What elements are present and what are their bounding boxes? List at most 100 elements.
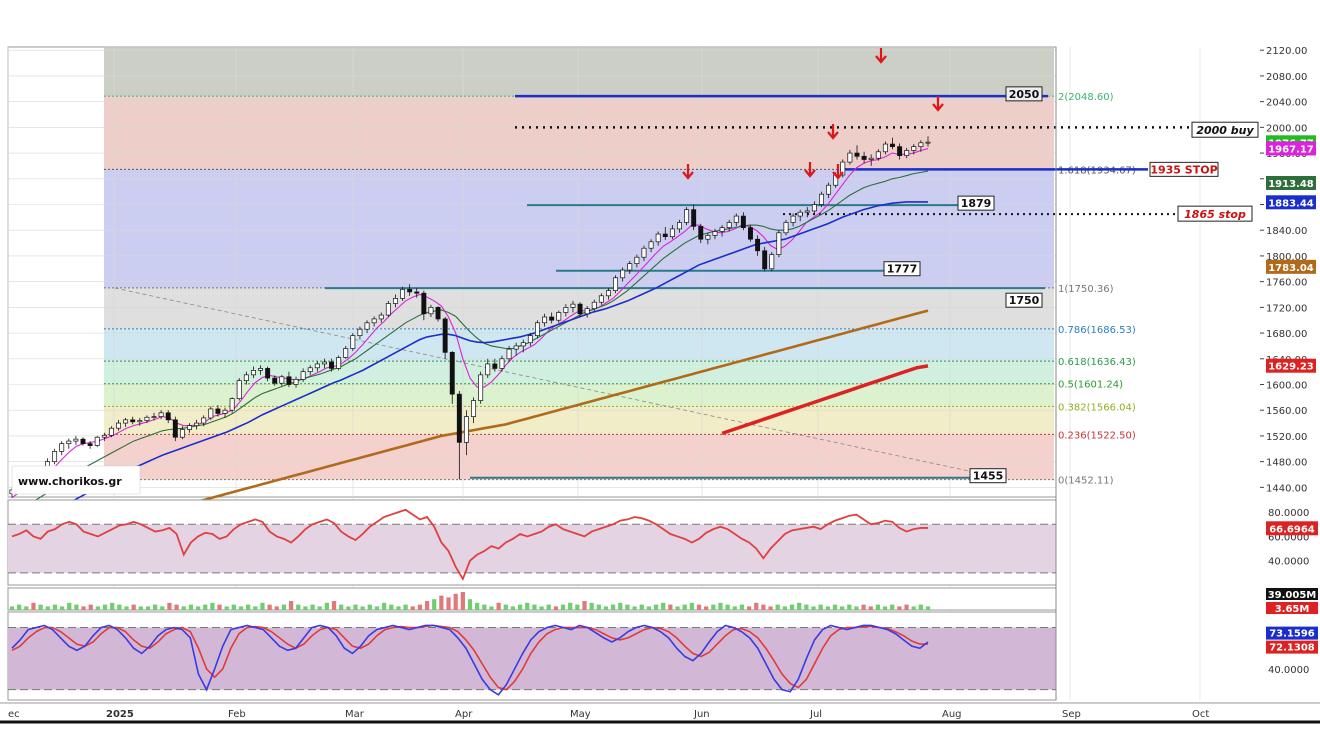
- volume-bar: [24, 606, 29, 610]
- volume-bar: [403, 604, 408, 610]
- candle-body: [904, 150, 910, 156]
- level-label-box: [1005, 86, 1043, 102]
- fib-level-label: 1(1750.36): [1058, 284, 1114, 295]
- price-tag-text: 1967.17: [1268, 144, 1314, 155]
- candle-body: [314, 363, 320, 369]
- volume-bar: [81, 606, 86, 610]
- volume-bar: [475, 602, 480, 610]
- candle-body: [854, 152, 860, 157]
- volume-bar: [718, 602, 723, 610]
- candle-body: [790, 215, 796, 223]
- volume-bar: [539, 606, 544, 610]
- candle-body: [492, 363, 498, 369]
- candle-body: [158, 412, 164, 417]
- candle-body: [740, 215, 746, 228]
- volume-bar: [704, 606, 709, 610]
- candle-body: [364, 322, 370, 330]
- candle-body: [187, 425, 192, 430]
- candle-body: [847, 152, 853, 163]
- volume-bar: [517, 604, 523, 610]
- vol-tag-box: [1266, 588, 1318, 600]
- candle-body: [208, 408, 214, 419]
- candle-body: [861, 155, 867, 160]
- candle-body: [130, 419, 136, 423]
- fib-level-label: 0.5(1601.24): [1058, 380, 1123, 391]
- stoch-d-tag-text: 72.1308: [1269, 643, 1315, 654]
- rsi-tick-label: 40.0000: [1268, 557, 1309, 568]
- volume-bar: [754, 602, 759, 610]
- candle-body: [655, 233, 661, 243]
- volume-bar: [503, 604, 508, 610]
- volume-bar: [510, 606, 516, 610]
- volume-bar: [353, 604, 358, 610]
- candle-body: [73, 438, 79, 442]
- volume-bar: [653, 604, 659, 610]
- volume-bar: [868, 606, 873, 610]
- candle-body: [243, 374, 249, 381]
- volume-bar: [52, 604, 58, 610]
- candle-body: [485, 363, 491, 376]
- volume-bar: [603, 606, 609, 610]
- candle-body: [577, 303, 583, 315]
- stoch-k-line: [11, 624, 929, 696]
- candle-body: [144, 416, 150, 421]
- candle-body: [385, 303, 391, 316]
- price-tag-text: 1913.48: [1268, 179, 1314, 190]
- volume-bar: [625, 604, 630, 610]
- level-label-text: 1777: [887, 263, 918, 276]
- candle-body: [101, 434, 107, 438]
- volume-bar: [611, 604, 616, 610]
- ma-10-line: [11, 148, 929, 499]
- candle-body: [428, 307, 434, 315]
- candle-body: [556, 312, 562, 321]
- ma-200-line: [721, 364, 929, 436]
- x-tick-label: Apr: [455, 709, 473, 720]
- volume-bar: [467, 599, 473, 610]
- volume-bar: [775, 604, 780, 610]
- volume-bar: [861, 604, 866, 610]
- candle-body: [755, 238, 761, 252]
- volume-bar: [38, 604, 43, 610]
- candle-body: [542, 316, 548, 324]
- candle-body: [463, 416, 469, 443]
- volume-bar: [582, 601, 587, 610]
- candle-body: [371, 318, 377, 324]
- y-tick-label: 1520.00: [1266, 432, 1307, 443]
- candle-body: [684, 209, 690, 223]
- y-tick-label: 2000.00: [1266, 123, 1307, 134]
- candle-body: [797, 211, 803, 217]
- volume-bar: [689, 602, 694, 610]
- volume-bar: [596, 604, 601, 610]
- candle-body: [890, 143, 895, 147]
- fib-level-label: 2(2048.60): [1058, 92, 1114, 103]
- watermark-box: [11, 465, 141, 495]
- level-label-box: [1005, 292, 1043, 308]
- stoch-k-tag-box: [1266, 626, 1318, 640]
- candle-body: [151, 416, 157, 418]
- volume-bar: [267, 604, 272, 610]
- candle-body: [449, 352, 455, 395]
- volume-bar: [288, 601, 294, 610]
- level-label-box: [1177, 205, 1253, 222]
- candle-body: [94, 436, 100, 446]
- price-tag-box: [1266, 195, 1316, 210]
- candle-body: [925, 141, 931, 144]
- candle-body: [272, 377, 278, 384]
- candle-body: [172, 419, 178, 438]
- volume-bar: [575, 604, 580, 610]
- candle-body: [456, 393, 462, 443]
- price-tag-box: [1266, 141, 1316, 156]
- y-tick-label: 2120.00: [1266, 46, 1307, 57]
- volume-bar: [67, 602, 72, 610]
- trend-line-dashed: [114, 287, 1001, 479]
- y-tick-label: 1480.00: [1266, 458, 1307, 469]
- volume-bar: [804, 604, 809, 610]
- candle-body: [258, 368, 263, 371]
- candle-body: [868, 157, 874, 160]
- rsi-tick-label: 60.0000: [1268, 532, 1309, 543]
- x-tick-label: Sep: [1062, 709, 1081, 720]
- level-label-text: 1879: [961, 197, 992, 210]
- volume-bar: [732, 606, 737, 610]
- volume-bar: [882, 606, 888, 610]
- vol-tag-text: 3.65M: [1275, 604, 1310, 615]
